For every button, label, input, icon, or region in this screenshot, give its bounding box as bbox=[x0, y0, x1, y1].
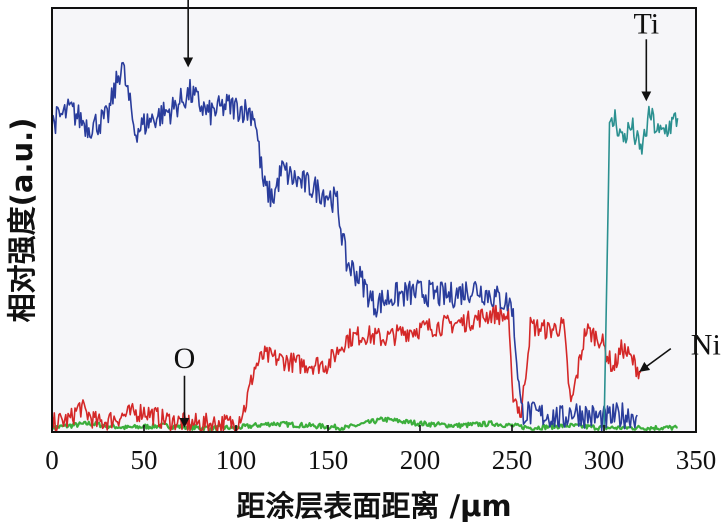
annotation-label-o: O bbox=[174, 342, 196, 375]
y-axis-title: 相对强度(a.u.) bbox=[5, 118, 39, 323]
x-tick-label: 300 bbox=[584, 445, 625, 475]
x-tick-label: 50 bbox=[131, 445, 158, 475]
series-line-o bbox=[50, 416, 678, 432]
annotation-label-ti: Ti bbox=[634, 7, 660, 40]
series-layer bbox=[50, 61, 679, 432]
x-tick-label: 100 bbox=[216, 445, 257, 475]
tick-layer: 0 50 100 150 200 250 300 350 bbox=[45, 425, 716, 475]
plot-frame bbox=[51, 7, 697, 433]
x-tick-label: 200 bbox=[400, 445, 441, 475]
x-tick-label: 350 bbox=[676, 445, 717, 475]
x-tick-label: 150 bbox=[308, 445, 349, 475]
series-line-al bbox=[51, 61, 638, 432]
series-line-ni bbox=[51, 303, 642, 432]
series-line-ti bbox=[603, 105, 679, 431]
x-tick-label: 0 bbox=[45, 445, 59, 475]
annotation-arrow-ni bbox=[639, 347, 672, 372]
x-axis-title: 距涂层表面距离 /μm bbox=[236, 489, 511, 523]
x-tick-label: 250 bbox=[492, 445, 533, 475]
plot-background bbox=[52, 8, 696, 432]
